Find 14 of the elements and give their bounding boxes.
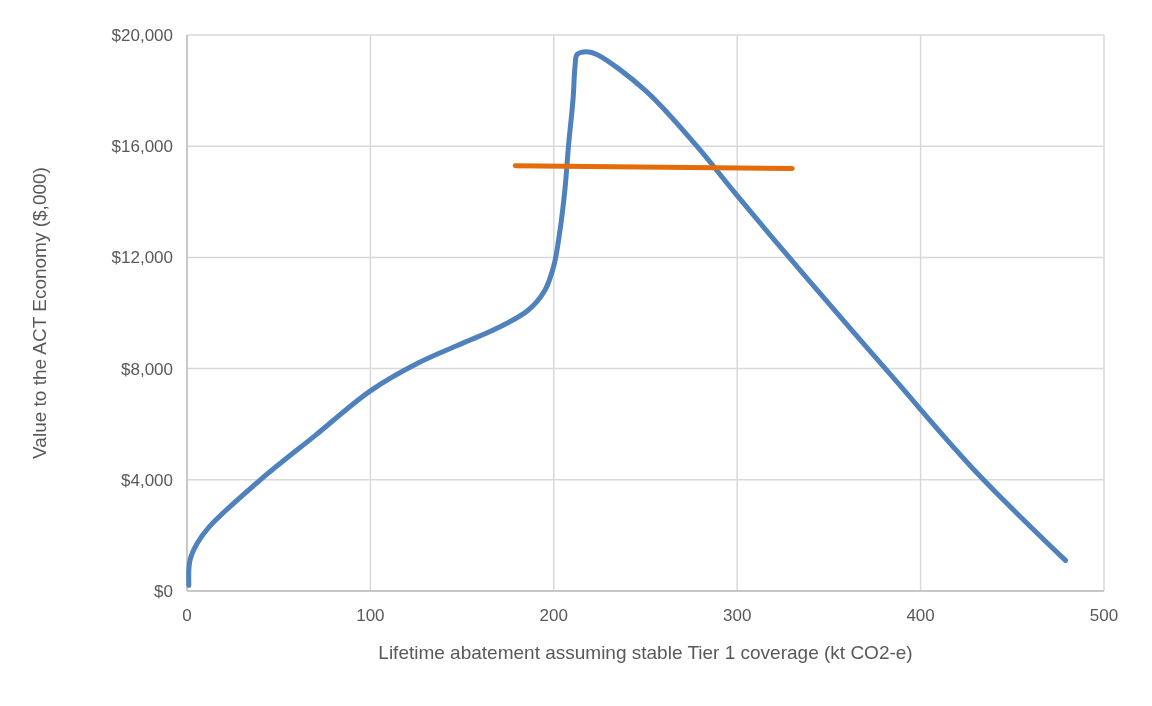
y-tick-label: $12,000 (111, 248, 173, 268)
x-tick-label: 100 (356, 606, 385, 625)
x-tick-label: 0 (182, 606, 192, 625)
x-tick-label: 500 (1089, 606, 1119, 625)
y-tick-label: $0 (154, 581, 173, 601)
x-axis-title: Lifetime abatement assuming stable Tier 1 coverage (kt CO2-e) (378, 642, 913, 663)
y-tick-label: $4,000 (121, 470, 173, 490)
y-axis-title: Value to the ACT Economy ($,000) (29, 167, 50, 459)
x-tick-label: 400 (906, 606, 935, 625)
y-tick-label: $20,000 (111, 25, 173, 45)
x-tick-label: 300 (723, 606, 752, 625)
x-tick-label: 200 (539, 606, 568, 625)
y-tick-label: $16,000 (111, 137, 173, 157)
y-tick-label: $8,000 (121, 359, 173, 379)
